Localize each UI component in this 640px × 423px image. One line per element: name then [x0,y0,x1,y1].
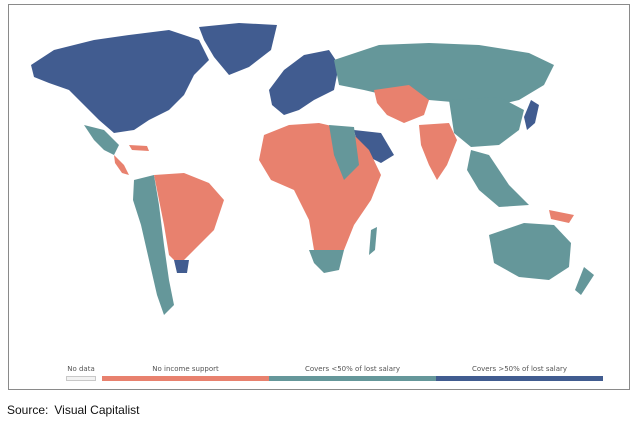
region-mexico [84,125,119,155]
region-south-cone [174,260,189,273]
legend-swatch-no-data [66,376,96,381]
legend-swatch-covers-over-50 [436,376,603,381]
world-map [31,23,594,315]
legend-item-no-income-support: No income support [102,365,269,381]
region-australia [489,223,571,280]
legend-swatch-covers-under-50 [269,376,436,381]
region-japan [524,100,539,130]
region-madagascar [369,227,377,255]
source-value: Visual Capitalist [54,403,140,417]
region-south-america-west [133,175,174,315]
legend-label-covers-over-50: Covers >50% of lost salary [471,365,568,373]
region-russia-asia [334,43,554,107]
region-brazil [154,173,224,265]
region-india [419,123,457,180]
region-greenland [199,23,277,75]
region-southeast-asia [467,150,529,207]
legend-item-covers-over-50: Covers >50% of lost salary [436,365,603,381]
legend-label-no-data: No data [67,365,95,373]
region-arabia [354,130,394,163]
region-southern-africa [309,250,344,273]
legend-item-covers-under-50: Covers <50% of lost salary [269,365,436,381]
source-label: Source: [7,403,49,417]
region-central-america [114,155,129,175]
legend-item-no-data: No data [66,365,96,381]
source-line: Source: Visual Capitalist [7,403,140,417]
region-north-africa [329,125,359,180]
map-figure: No data No income support Covers <50% of… [8,4,630,390]
legend-swatch-no-income-support [102,376,269,381]
region-africa [259,123,381,265]
region-europe [269,50,339,115]
region-papua [549,210,574,223]
map-legend: No data No income support Covers <50% of… [66,365,606,385]
legend-label-no-income-support: No income support [152,365,219,373]
region-north-america [31,30,209,133]
region-east-asia [449,97,524,147]
region-central-asia [374,85,429,123]
legend-label-covers-under-50: Covers <50% of lost salary [304,365,401,373]
region-new-zealand [575,267,594,295]
region-caribbean [129,145,149,151]
